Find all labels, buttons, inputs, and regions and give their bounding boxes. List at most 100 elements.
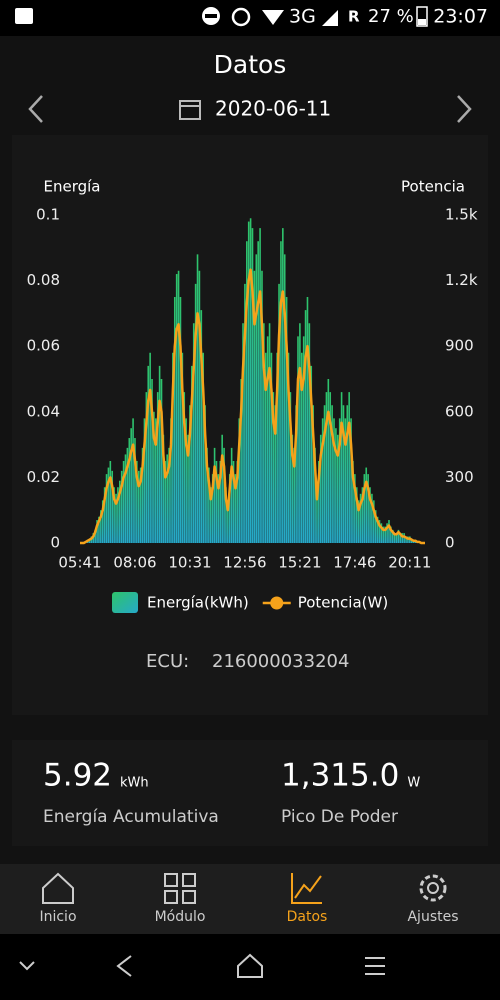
energy-bar bbox=[160, 379, 163, 543]
energy-bar bbox=[255, 254, 258, 544]
y-tick-label: 0.04 bbox=[27, 402, 60, 420]
energy-bar bbox=[181, 352, 184, 543]
legend: Energía(kWh) Potencia(W) bbox=[112, 592, 388, 613]
energy-bar bbox=[198, 270, 201, 543]
energy-bar bbox=[117, 487, 119, 543]
nav-label: Inicio bbox=[39, 909, 76, 925]
nav-item[interactable]: Datos bbox=[287, 873, 328, 925]
energy-bar bbox=[403, 533, 405, 543]
energy-bar bbox=[276, 352, 278, 543]
energy-bar bbox=[192, 323, 195, 543]
energy-bar bbox=[395, 533, 398, 543]
home-icon bbox=[42, 872, 74, 904]
energy-bar bbox=[299, 323, 301, 543]
y-tick-label: 0.1 bbox=[36, 206, 60, 224]
prev-day[interactable] bbox=[28, 95, 43, 123]
energy-bar bbox=[405, 536, 407, 543]
alarm-icon bbox=[231, 7, 251, 27]
energy-bar bbox=[232, 461, 235, 543]
energy-bar bbox=[149, 352, 151, 543]
y2-tick-label: 1.5k bbox=[445, 206, 478, 224]
next-day[interactable] bbox=[457, 95, 472, 123]
energy-bar bbox=[173, 297, 176, 543]
x-tick-label: 10:31 bbox=[168, 554, 211, 572]
energy-bar bbox=[283, 254, 286, 544]
power-line bbox=[80, 268, 425, 545]
gear-icon bbox=[419, 874, 447, 902]
energy-bar bbox=[382, 526, 385, 543]
system-nav bbox=[0, 934, 500, 1000]
energy-bar bbox=[365, 467, 368, 543]
energy-bar bbox=[285, 297, 288, 543]
energy-bar bbox=[304, 310, 307, 543]
energy-bar bbox=[390, 526, 392, 543]
energy-bar bbox=[266, 336, 269, 543]
energy-bar bbox=[130, 428, 132, 543]
calendar-icon[interactable] bbox=[179, 100, 201, 120]
sys-back[interactable] bbox=[116, 955, 132, 977]
y2-axis-title: Potencia bbox=[401, 178, 465, 196]
nav-item[interactable]: Ajustes bbox=[407, 874, 459, 925]
energy-bar bbox=[344, 418, 347, 543]
wifi-icon bbox=[262, 10, 284, 25]
energy-bar bbox=[386, 523, 388, 543]
energy-bar bbox=[321, 418, 324, 543]
calendar-frame bbox=[179, 100, 201, 120]
energy-bar bbox=[264, 352, 267, 543]
energy-bar bbox=[139, 467, 142, 543]
energy-bar bbox=[352, 461, 354, 543]
energy-bar bbox=[338, 418, 341, 543]
energy-bar bbox=[202, 352, 205, 543]
sys-down[interactable] bbox=[19, 961, 35, 971]
energy-bar bbox=[355, 487, 358, 543]
summary-unit: W bbox=[407, 776, 420, 791]
energy-bar bbox=[280, 241, 282, 544]
energy-bar bbox=[363, 474, 366, 543]
energy-bar bbox=[200, 310, 203, 543]
y-tick-label: 0.08 bbox=[27, 271, 60, 289]
energy-bar bbox=[374, 510, 377, 543]
grid-icon bbox=[182, 873, 196, 887]
energy-bar bbox=[331, 405, 333, 543]
summary-label: Pico De Poder bbox=[281, 807, 398, 827]
energy-bar bbox=[175, 274, 178, 543]
device-label: ECU: bbox=[146, 651, 189, 672]
energy-bar bbox=[246, 241, 248, 544]
energy-bar bbox=[98, 516, 100, 543]
energy-bar bbox=[132, 418, 134, 543]
grid-icon bbox=[182, 890, 196, 904]
clock: 23:07 bbox=[433, 6, 488, 28]
energy-bar bbox=[228, 474, 231, 543]
energy-bar bbox=[204, 405, 206, 543]
energy-bar bbox=[263, 323, 265, 543]
energy-bar bbox=[172, 352, 174, 543]
energy-bar bbox=[234, 474, 237, 543]
y2-tick-label: 1.2k bbox=[445, 271, 478, 289]
energy-bar bbox=[380, 523, 383, 543]
x-tick-label: 20:11 bbox=[388, 554, 431, 572]
energy-bar bbox=[155, 418, 157, 543]
energy-bar bbox=[223, 447, 225, 543]
date[interactable]: 2020-06-11 bbox=[215, 97, 331, 121]
sys-home[interactable] bbox=[237, 953, 263, 978]
battery-icon bbox=[416, 6, 428, 27]
gear-center bbox=[427, 882, 439, 894]
energy-bar bbox=[225, 487, 227, 543]
energy-bar bbox=[208, 467, 210, 543]
nav-item[interactable]: Inicio bbox=[39, 872, 77, 925]
energy-bar bbox=[325, 392, 328, 543]
energy-bar bbox=[242, 323, 244, 543]
energy-bar bbox=[318, 461, 320, 543]
energy-bar bbox=[393, 533, 396, 543]
energy-bar bbox=[401, 533, 404, 543]
energy-bar bbox=[314, 447, 316, 543]
energy-bar bbox=[274, 405, 277, 543]
energy-bar bbox=[162, 434, 165, 543]
energy-bar bbox=[158, 365, 161, 543]
nav-item[interactable]: Módulo bbox=[155, 873, 206, 925]
roaming: R bbox=[348, 8, 360, 26]
energy-bar bbox=[179, 297, 182, 543]
sys-menu[interactable] bbox=[365, 957, 385, 975]
legend-swatch bbox=[112, 592, 138, 613]
grid-icon bbox=[164, 890, 178, 904]
